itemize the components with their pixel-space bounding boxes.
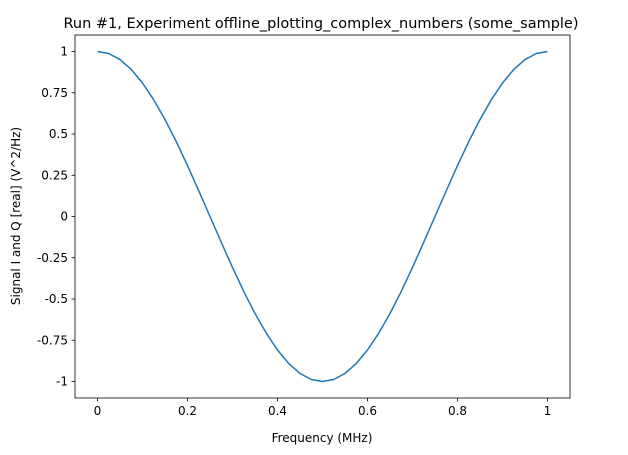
y-axis-ticks: 1 0.75 0.5 0.25 0 -0.25 -0.5 -0.75 -1 <box>37 45 75 389</box>
chart-title: Run #1, Experiment offline_plotting_comp… <box>63 16 578 32</box>
y-tick-label: -0.75 <box>37 333 68 347</box>
y-tick-label: -1 <box>56 375 68 389</box>
y-tick-label: -0.25 <box>37 251 68 265</box>
y-tick-label: 0.5 <box>49 127 68 141</box>
plot-area <box>74 34 571 399</box>
x-axis-label: Frequency (MHz) <box>272 431 373 445</box>
x-tick-label: 1 <box>544 404 552 418</box>
series-line <box>97 50 548 383</box>
x-tick-label: 0.2 <box>178 404 197 418</box>
y-tick-label: 0.25 <box>41 168 68 182</box>
series-layer <box>97 50 548 383</box>
plot-frame <box>74 34 571 399</box>
x-tick-label: 0.6 <box>358 404 377 418</box>
x-tick-label: 0.8 <box>448 404 467 418</box>
x-axis-ticks: 0 0.2 0.4 0.6 0.8 1 <box>94 398 552 418</box>
x-tick-label: 0 <box>94 404 102 418</box>
x-tick-label: 0.4 <box>268 404 287 418</box>
y-tick-label: 1 <box>60 45 68 59</box>
y-tick-label: 0.75 <box>41 86 68 100</box>
y-axis-label: Signal I and Q [real] (V^2/Hz) <box>9 127 23 305</box>
y-tick-label: 0 <box>60 210 68 224</box>
y-tick-label: -0.5 <box>45 292 68 306</box>
